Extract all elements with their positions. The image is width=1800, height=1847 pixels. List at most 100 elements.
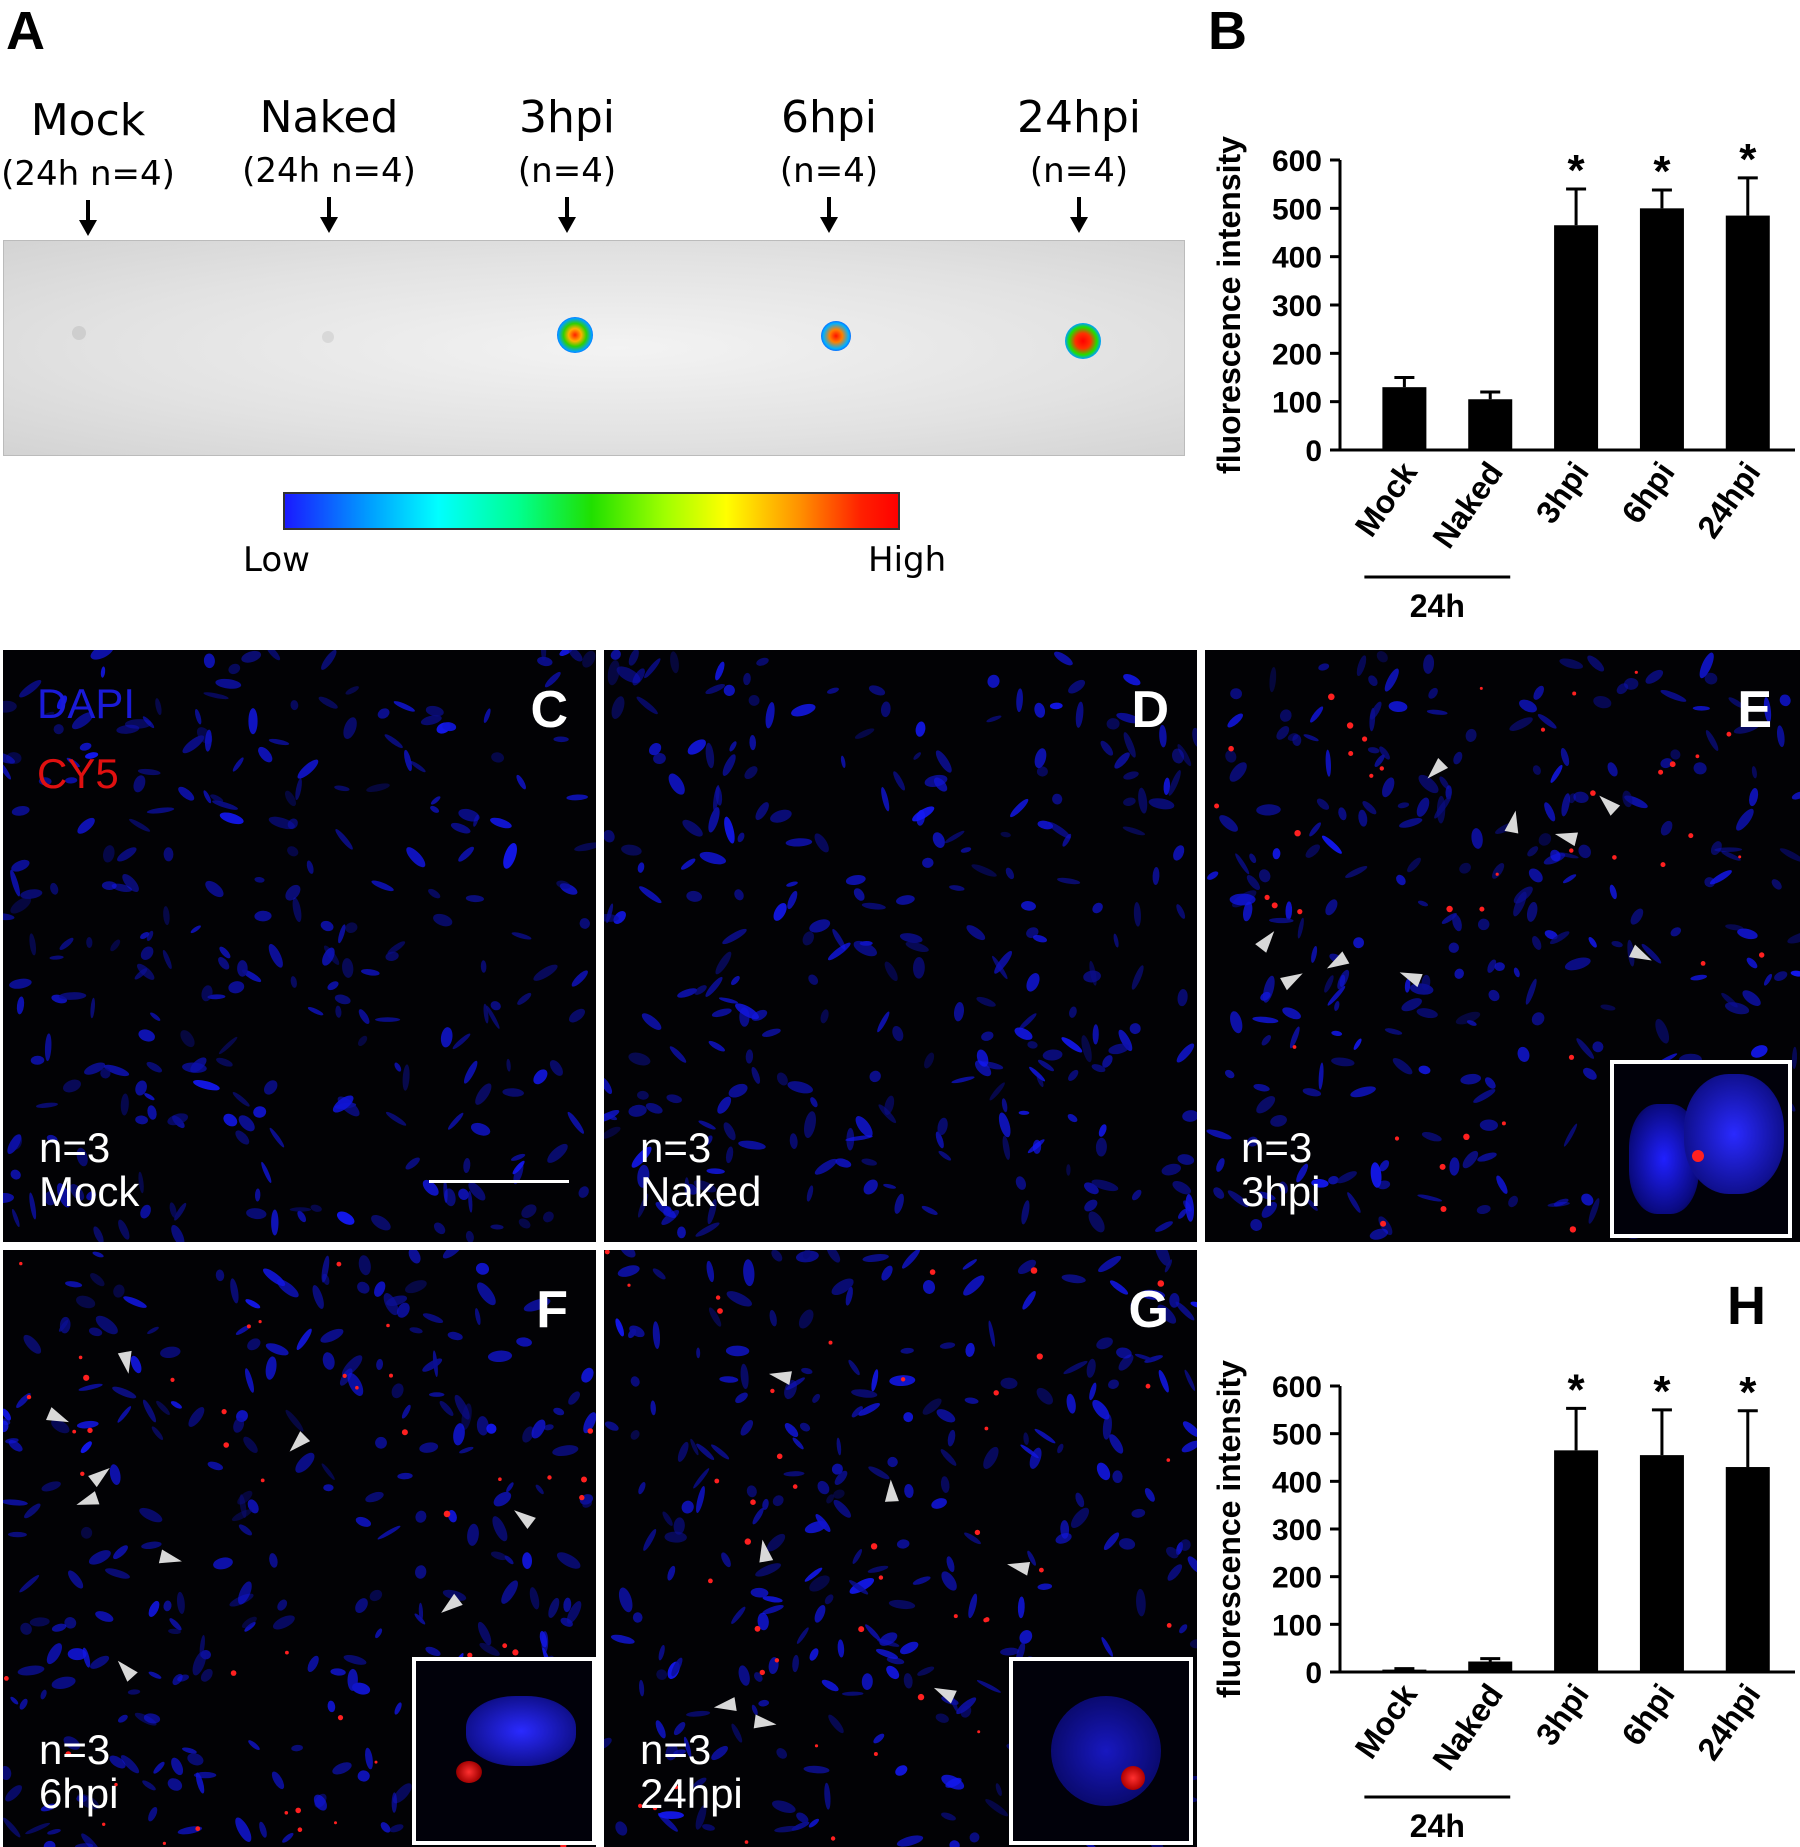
nucleus	[1091, 1179, 1119, 1192]
nucleus	[404, 749, 412, 772]
cy5-dot	[1700, 961, 1706, 966]
nucleus	[321, 1463, 335, 1480]
nucleus	[10, 869, 21, 897]
nucleus	[290, 700, 299, 711]
nucleus	[233, 1417, 245, 1433]
nucleus	[1693, 762, 1707, 775]
nucleus	[7, 1134, 22, 1154]
bar-chart-h: 0 100 200 300 400 500 600 fluorescence intensit…	[1211, 1360, 1795, 1844]
nucleus	[1261, 1035, 1271, 1046]
group-name: 24hpi	[640, 1770, 743, 1817]
cy5-dot	[1036, 1353, 1043, 1360]
nucleus	[1321, 835, 1342, 854]
cy5-dot	[587, 1428, 594, 1434]
nucleus	[886, 1657, 905, 1665]
nucleus	[531, 1419, 546, 1439]
nucleus	[922, 1280, 936, 1294]
nucleus	[360, 968, 380, 976]
nucleus	[566, 794, 588, 801]
nucleus	[230, 1278, 239, 1304]
cy5-dot	[1463, 1133, 1470, 1140]
nucleus	[109, 1464, 121, 1485]
nucleus	[1537, 713, 1557, 729]
cy5-dot	[1759, 952, 1765, 958]
nucleus	[1418, 1065, 1431, 1075]
nucleus	[19, 1574, 40, 1593]
cy5-dot	[65, 1751, 72, 1757]
group-label-3hpi: 3hpi (n=4)	[457, 92, 677, 233]
nucleus	[964, 1532, 981, 1545]
group-label: 24h	[1410, 1808, 1465, 1844]
nucleus	[776, 1748, 788, 1759]
nucleus	[1155, 1221, 1173, 1232]
nucleus	[861, 1158, 877, 1166]
nucleus	[357, 1035, 368, 1047]
nucleus	[477, 1621, 492, 1646]
nucleus	[667, 1565, 676, 1581]
nucleus	[112, 1386, 137, 1399]
nucleus	[681, 1500, 694, 1514]
nucleus	[82, 1647, 91, 1668]
nucleus	[1096, 1337, 1113, 1350]
nucleus	[1000, 1377, 1018, 1390]
nucleus	[116, 724, 140, 734]
nucleus	[637, 1090, 649, 1100]
nucleus	[808, 1818, 820, 1828]
nucleus	[358, 1255, 371, 1276]
nucleus	[853, 940, 878, 957]
cy5-dot	[1328, 693, 1335, 701]
nucleus	[470, 1122, 491, 1136]
nucleus	[238, 1524, 252, 1536]
nucleus	[579, 918, 591, 929]
nucleus	[1029, 1447, 1042, 1469]
nucleus	[1027, 1139, 1045, 1154]
nucleus	[295, 778, 302, 801]
nucleus	[465, 895, 484, 903]
nucleus	[247, 1338, 261, 1351]
nucleus	[522, 1426, 534, 1443]
nucleus	[338, 924, 346, 944]
nucleus	[1655, 1018, 1670, 1044]
nucleus	[371, 1214, 391, 1231]
nucleus	[146, 1061, 163, 1073]
nucleus	[332, 1762, 352, 1775]
nucleus	[59, 937, 74, 950]
nucleus	[722, 928, 747, 945]
nucleus	[506, 1482, 514, 1493]
nucleus	[517, 992, 532, 1005]
nucleus	[719, 1376, 739, 1383]
nucleus	[1549, 931, 1570, 945]
nucleus	[1421, 1131, 1442, 1142]
nucleus	[176, 1591, 185, 1614]
nucleus	[687, 739, 706, 755]
nucleus	[297, 759, 319, 779]
nucleus	[748, 694, 760, 706]
nucleus	[1116, 1347, 1132, 1359]
nucleus	[803, 1765, 830, 1774]
nucleus	[1027, 1550, 1036, 1566]
nucleus	[334, 785, 350, 792]
nucleus	[1751, 766, 1757, 779]
nucleus	[1733, 723, 1760, 734]
nucleus	[75, 1843, 94, 1847]
micrograph-n: n=3 Naked	[640, 1126, 761, 1214]
cy5-dot	[19, 1261, 23, 1266]
nucleus	[1021, 901, 1036, 911]
nucleus	[583, 1412, 596, 1434]
nucleus	[10, 897, 32, 914]
nucleus	[858, 1402, 881, 1416]
nucleus	[1374, 754, 1385, 768]
nucleus	[1172, 748, 1184, 764]
nucleus	[430, 805, 440, 813]
nucleus	[924, 1052, 935, 1069]
nucleus	[1327, 986, 1346, 1006]
nucleus	[718, 997, 739, 1004]
nucleus	[762, 1498, 769, 1510]
nucleus	[1705, 730, 1719, 751]
nucleus	[1576, 1038, 1595, 1059]
nucleus	[1138, 787, 1148, 814]
nucleus	[639, 886, 662, 904]
nucleus	[817, 1480, 830, 1495]
nucleus	[539, 1631, 548, 1648]
x-tick-label: 6hpi	[1614, 455, 1681, 530]
